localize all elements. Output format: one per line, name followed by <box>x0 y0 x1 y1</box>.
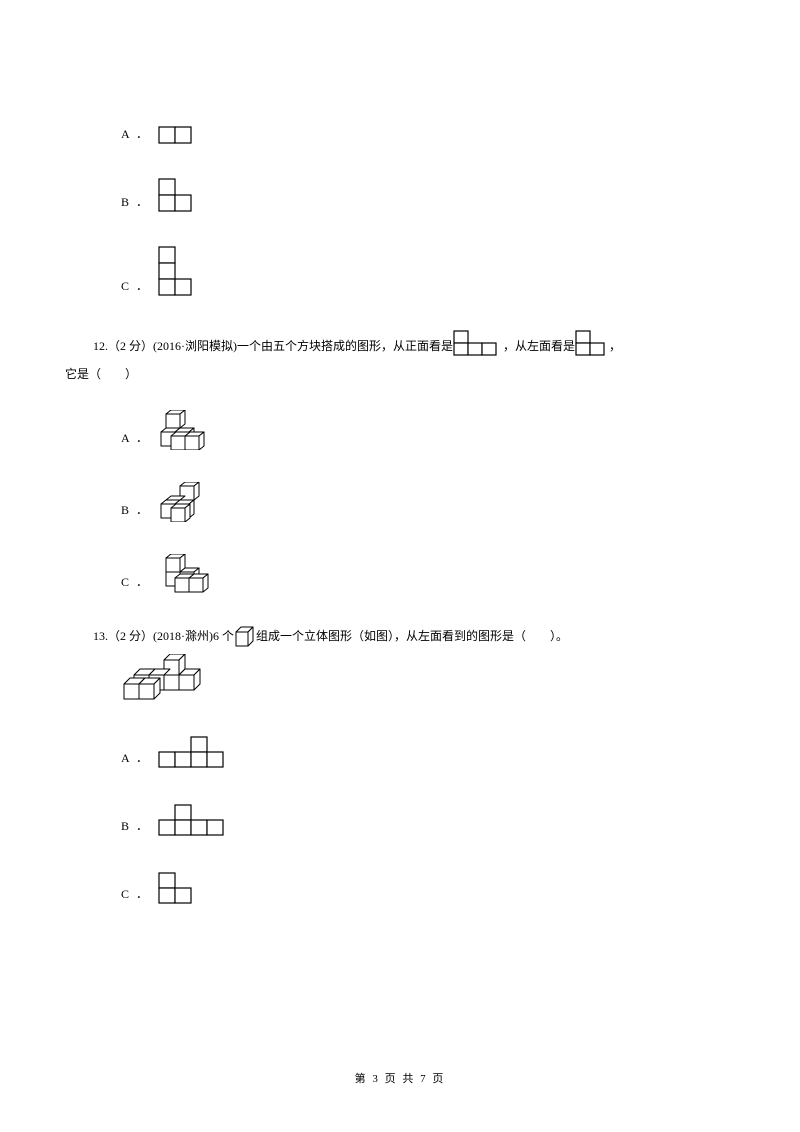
q12-front-view-diagram <box>453 330 503 358</box>
q12-points: （2 分） <box>108 336 153 358</box>
q13-main-diagram <box>121 654 211 706</box>
q12-question: 12. （2 分） (2016·浏阳模拟) 一个由五个方块搭成的图形，从正面看是… <box>65 330 735 358</box>
q12-c-diagram <box>158 554 216 594</box>
q13-option-c: C ． <box>65 870 735 906</box>
option-label: B ． <box>121 192 150 214</box>
q12-source: (2016·浏阳模拟) <box>153 336 237 358</box>
q13-points: （2 分） <box>108 626 153 648</box>
q13-source: (2018·滁州) <box>153 626 213 648</box>
option-label: C ． <box>121 572 150 594</box>
q13-a-diagram <box>158 736 228 770</box>
option-label: B ． <box>121 816 150 838</box>
option-label: C ． <box>121 884 150 906</box>
page-footer: 第 3 页 共 7 页 <box>0 1070 800 1090</box>
q12-text3: ， <box>609 336 621 358</box>
q13-text2: 组成一个立体图形（如图），从左面看到的图形是（ ）。 <box>256 626 568 648</box>
option-label: C ． <box>121 276 150 298</box>
option-label: A ． <box>121 748 150 770</box>
q12-continue: 它是（ ） <box>65 364 735 386</box>
q12-option-b: B ． <box>65 482 735 522</box>
q12-option-a: A ． <box>65 410 735 450</box>
q11-c-diagram <box>158 246 194 298</box>
q13-figure <box>65 654 735 706</box>
q11-option-b: B ． <box>65 178 735 214</box>
q13-b-diagram <box>158 804 228 838</box>
q13-option-a: A ． <box>65 734 735 770</box>
q13-option-b: B ． <box>65 802 735 838</box>
option-label: A ． <box>121 428 150 450</box>
q12-text1: 一个由五个方块搭成的图形，从正面看是 <box>237 336 453 358</box>
q11-option-a: A ． <box>65 110 735 146</box>
option-label: A ． <box>121 124 150 146</box>
option-label: B ． <box>121 500 150 522</box>
q12-number: 12. <box>93 336 108 358</box>
q13-cube-icon <box>234 626 256 648</box>
q11-a-diagram <box>158 126 194 146</box>
q12-text2: ，从左面看是 <box>503 336 575 358</box>
q11-option-c: C ． <box>65 246 735 298</box>
page-number: 第 3 页 共 7 页 <box>355 1073 446 1085</box>
q13-text1: 6 个 <box>213 626 234 648</box>
q13-number: 13. <box>93 626 108 648</box>
q12-b-diagram <box>158 482 216 522</box>
q12-left-view-diagram <box>575 330 609 358</box>
q11-b-diagram <box>158 178 194 214</box>
q12-a-diagram <box>158 410 216 450</box>
q13-c-diagram <box>158 872 194 906</box>
q12-option-c: C ． <box>65 554 735 594</box>
q13-question: 13. （2 分） (2018·滁州) 6 个 组成一个立体图形（如图），从左面… <box>65 626 735 648</box>
